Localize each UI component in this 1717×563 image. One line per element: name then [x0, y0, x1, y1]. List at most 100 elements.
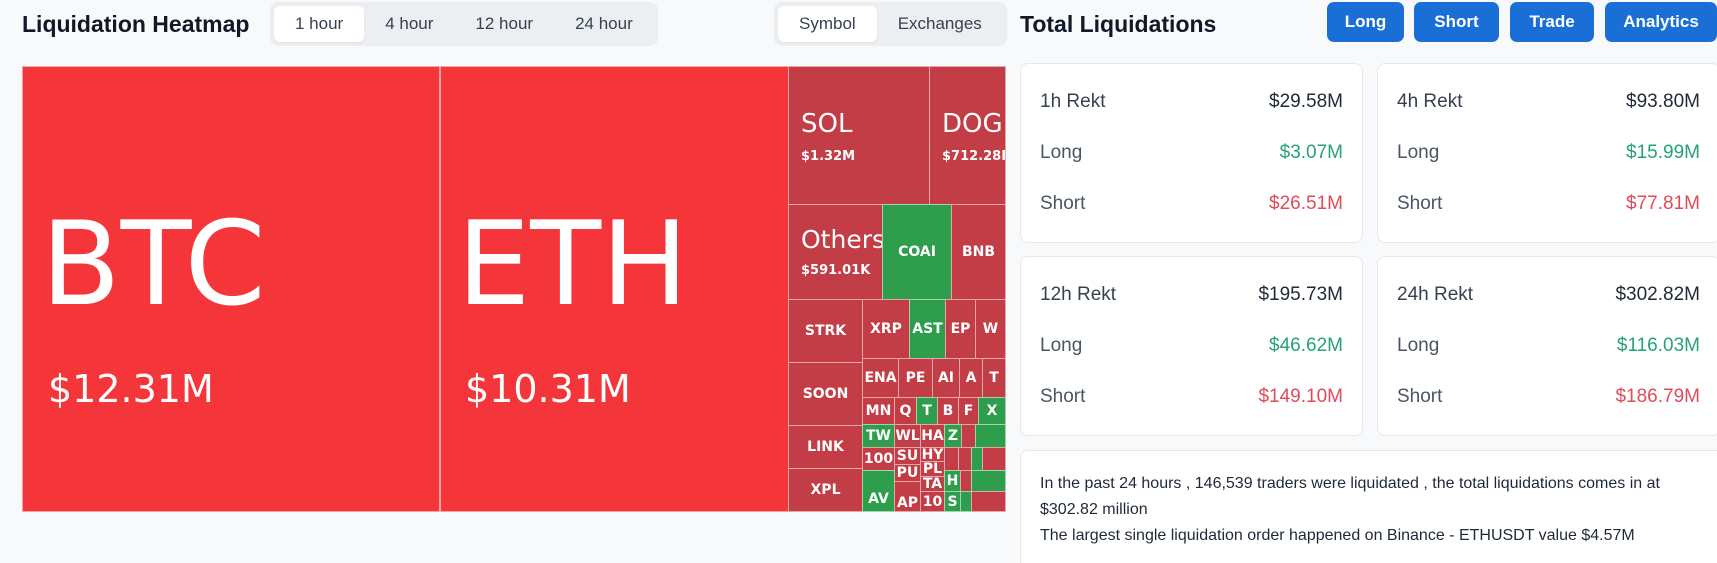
tile-symbol: W: [982, 321, 999, 337]
tile-t[interactable]: T: [982, 358, 1006, 398]
tile-symbol: XRP: [870, 321, 902, 337]
tile-ai[interactable]: AI: [932, 358, 960, 398]
tile-b[interactable]: B: [937, 397, 959, 425]
tile-soon[interactable]: SOON: [788, 362, 863, 426]
tile-symbol: 10: [922, 493, 943, 510]
summary-largest-order: The largest single liquidation order hap…: [1040, 527, 1635, 544]
card-total: $93.80M: [1626, 90, 1700, 112]
long-value: $3.07M: [1279, 141, 1343, 163]
tile-ena[interactable]: ENA: [862, 358, 899, 398]
tile-10[interactable]: 10: [920, 491, 945, 512]
tile-pu[interactable]: PU: [894, 464, 921, 482]
tile-ast[interactable]: AST: [909, 299, 946, 359]
tile-av[interactable]: AV: [862, 470, 895, 512]
tile-mini[interactable]: [944, 447, 959, 471]
tile-mini[interactable]: [958, 447, 972, 471]
short-value: $186.79M: [1615, 385, 1700, 407]
tab-4-hour[interactable]: 4 hour: [385, 14, 434, 33]
short-label: Short: [1397, 192, 1443, 214]
tab-24-hour[interactable]: 24 hour: [575, 14, 633, 33]
time-range-tabs: 1 hour 4 hour 12 hour 24 hour: [270, 2, 658, 46]
tile-value: $591.01K: [801, 263, 871, 278]
tile-symbol: H: [946, 473, 959, 489]
short-label: Short: [1397, 385, 1443, 407]
tile-btc[interactable]: BTC $12.31M: [22, 66, 440, 512]
tile-symbol: PU: [896, 465, 919, 481]
tile-ap[interactable]: AP: [894, 481, 921, 512]
tile-symbol: S: [947, 493, 958, 510]
tile-symbol: AV: [868, 491, 889, 507]
tile-symbol: T: [989, 370, 999, 386]
tile-symbol: XPL: [810, 482, 841, 498]
tile-mini[interactable]: [971, 491, 1006, 512]
tile-pl[interactable]: PL: [920, 461, 945, 477]
long-label: Long: [1397, 141, 1440, 163]
tile-symbol: T: [922, 403, 932, 419]
tile-symbol: AI: [937, 370, 955, 386]
tile-pe[interactable]: PE: [898, 358, 933, 398]
tile-mini[interactable]: [982, 447, 1006, 471]
tile-symbol: SOON: [802, 386, 849, 402]
tile-mini[interactable]: [975, 424, 1006, 448]
tile-value: $10.31M: [465, 367, 631, 411]
analytics-button[interactable]: Analytics: [1605, 2, 1717, 42]
tile-h[interactable]: H: [944, 470, 961, 492]
tile-symbol: HA: [921, 428, 944, 444]
tab-symbol[interactable]: Symbol: [778, 6, 877, 42]
tile-symbol: EP: [950, 321, 971, 337]
tile-symbol: A: [965, 370, 977, 386]
tile-others[interactable]: Others $591.01K: [788, 204, 883, 300]
long-value: $46.62M: [1269, 334, 1343, 356]
tile-value: $1.32M: [801, 149, 856, 164]
tile-symbol: COAI: [898, 244, 936, 260]
tile-ha[interactable]: HA: [920, 424, 945, 448]
tile-symbol: SU: [896, 448, 919, 464]
tab-1-hour[interactable]: 1 hour: [274, 6, 365, 42]
tile-hy[interactable]: HY: [920, 447, 945, 462]
tile-t2[interactable]: T: [916, 397, 938, 425]
tile-bnb[interactable]: BNB: [951, 204, 1006, 300]
tile-symbol: MN: [865, 403, 892, 419]
tab-exchanges[interactable]: Exchanges: [897, 14, 982, 33]
tile-mini[interactable]: [971, 470, 1006, 492]
long-label: Long: [1397, 334, 1440, 356]
tile-coai[interactable]: COAI: [882, 204, 952, 300]
tile-strk[interactable]: STRK: [788, 299, 863, 363]
tile-a[interactable]: A: [959, 358, 983, 398]
tab-12-hour[interactable]: 12 hour: [475, 14, 534, 33]
long-button[interactable]: Long: [1327, 2, 1404, 42]
tile-symbol: B: [942, 403, 954, 419]
short-button[interactable]: Short: [1414, 2, 1499, 42]
tile-wl[interactable]: WL: [894, 424, 921, 448]
tile-doge[interactable]: DOGE $712.28K: [929, 66, 1006, 205]
heatmap-title: Liquidation Heatmap: [22, 11, 250, 37]
liquidation-heatmap: BTC $12.31M ETH $10.31M SOL $1.32M DOGE …: [22, 66, 1006, 512]
tile-ta[interactable]: TA: [920, 476, 945, 492]
tile-w[interactable]: W: [975, 299, 1006, 359]
tile-ep[interactable]: EP: [945, 299, 976, 359]
tile-sol[interactable]: SOL $1.32M: [788, 66, 930, 205]
tile-eth[interactable]: ETH $10.31M: [440, 66, 789, 512]
tile-symbol: TA: [922, 476, 943, 492]
tile-q[interactable]: Q: [894, 397, 917, 425]
tile-su[interactable]: SU: [894, 447, 921, 465]
card-12h-rekt: 12h Rekt $195.73M Long $46.62M Short $149.1…: [1020, 256, 1363, 436]
tile-x[interactable]: X: [978, 397, 1006, 425]
tile-xrp[interactable]: XRP: [862, 299, 910, 359]
tile-symbol: LINK: [807, 439, 844, 455]
liquidation-summary: In the past 24 hours , 146,539 traders w…: [1020, 450, 1717, 563]
tile-f[interactable]: F: [958, 397, 979, 425]
trade-button[interactable]: Trade: [1510, 2, 1594, 42]
tile-tw[interactable]: TW: [862, 424, 895, 448]
tile-mn[interactable]: MN: [862, 397, 895, 425]
tile-s[interactable]: S: [944, 491, 961, 512]
tile-link[interactable]: LINK: [788, 425, 863, 469]
card-total: $195.73M: [1258, 283, 1343, 305]
tile-mini[interactable]: [961, 424, 976, 448]
short-value: $26.51M: [1269, 192, 1343, 214]
tile-symbol: BNB: [961, 244, 996, 260]
tile-xpl[interactable]: XPL: [788, 468, 863, 512]
tile-symbol: F: [963, 403, 974, 419]
tile-z[interactable]: Z: [944, 424, 962, 448]
tile-100[interactable]: 100: [862, 447, 895, 471]
